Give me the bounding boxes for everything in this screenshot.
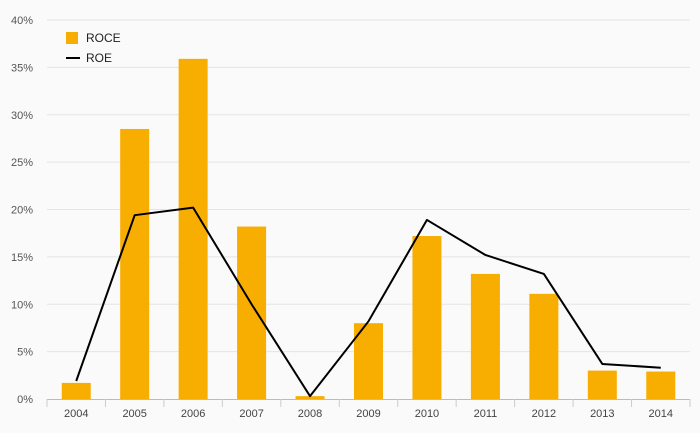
y-tick-label: 30% (11, 110, 33, 122)
legend-swatch-roce (66, 32, 78, 44)
x-tick-label: 2012 (532, 408, 556, 420)
roce-bars (61, 58, 676, 399)
bar-roce (295, 396, 325, 399)
roe-line (75, 206, 661, 398)
legend: ROCE ROE (66, 28, 121, 68)
x-tick-label: 2007 (239, 408, 263, 420)
bar-roce (178, 58, 208, 399)
roe-line-group (75, 206, 661, 398)
bar-roce (120, 128, 150, 399)
x-axis: 2004 2005 2006 2007 2008 2009 2010 2011 2012 2013… (46, 399, 691, 420)
legend-swatch-roe (66, 57, 80, 59)
x-tick-label: 2006 (181, 408, 205, 420)
x-tick-label: 2009 (356, 408, 380, 420)
x-tick-label: 2014 (649, 408, 673, 420)
x-tick-label: 2008 (298, 408, 322, 420)
y-tick-label: 10% (11, 299, 33, 311)
legend-label-roce: ROCE (86, 31, 121, 45)
bar-roce (412, 236, 442, 399)
bar-roce (470, 273, 500, 399)
legend-item-roe: ROE (66, 48, 121, 68)
grid-lines (47, 19, 690, 353)
y-tick-label: 25% (11, 157, 33, 169)
bar-roce (587, 370, 617, 399)
y-tick-label: 5% (17, 347, 33, 359)
x-tick-label: 2011 (474, 408, 498, 420)
bar-roce (237, 226, 267, 399)
legend-item-roce: ROCE (66, 28, 121, 48)
y-tick-label: 20% (11, 205, 33, 217)
y-tick-label: 15% (11, 252, 33, 264)
x-tick-label: 2005 (122, 408, 146, 420)
y-tick-label: 0% (17, 394, 33, 406)
bar-roce (646, 371, 676, 399)
legend-label-roe: ROE (86, 51, 113, 65)
bar-roce (354, 323, 383, 399)
x-tick-label: 2010 (415, 408, 439, 420)
y-tick-label: 35% (11, 62, 33, 74)
y-tick-label: 40% (11, 15, 33, 27)
x-tick-label: 2004 (64, 408, 88, 420)
x-tick-label: 2013 (590, 408, 614, 420)
bar-roce (529, 293, 559, 399)
bar-roce (61, 382, 91, 399)
y-axis: 0% 5% 10% 15% 20% 25% 30% 35% 40% (11, 15, 33, 406)
